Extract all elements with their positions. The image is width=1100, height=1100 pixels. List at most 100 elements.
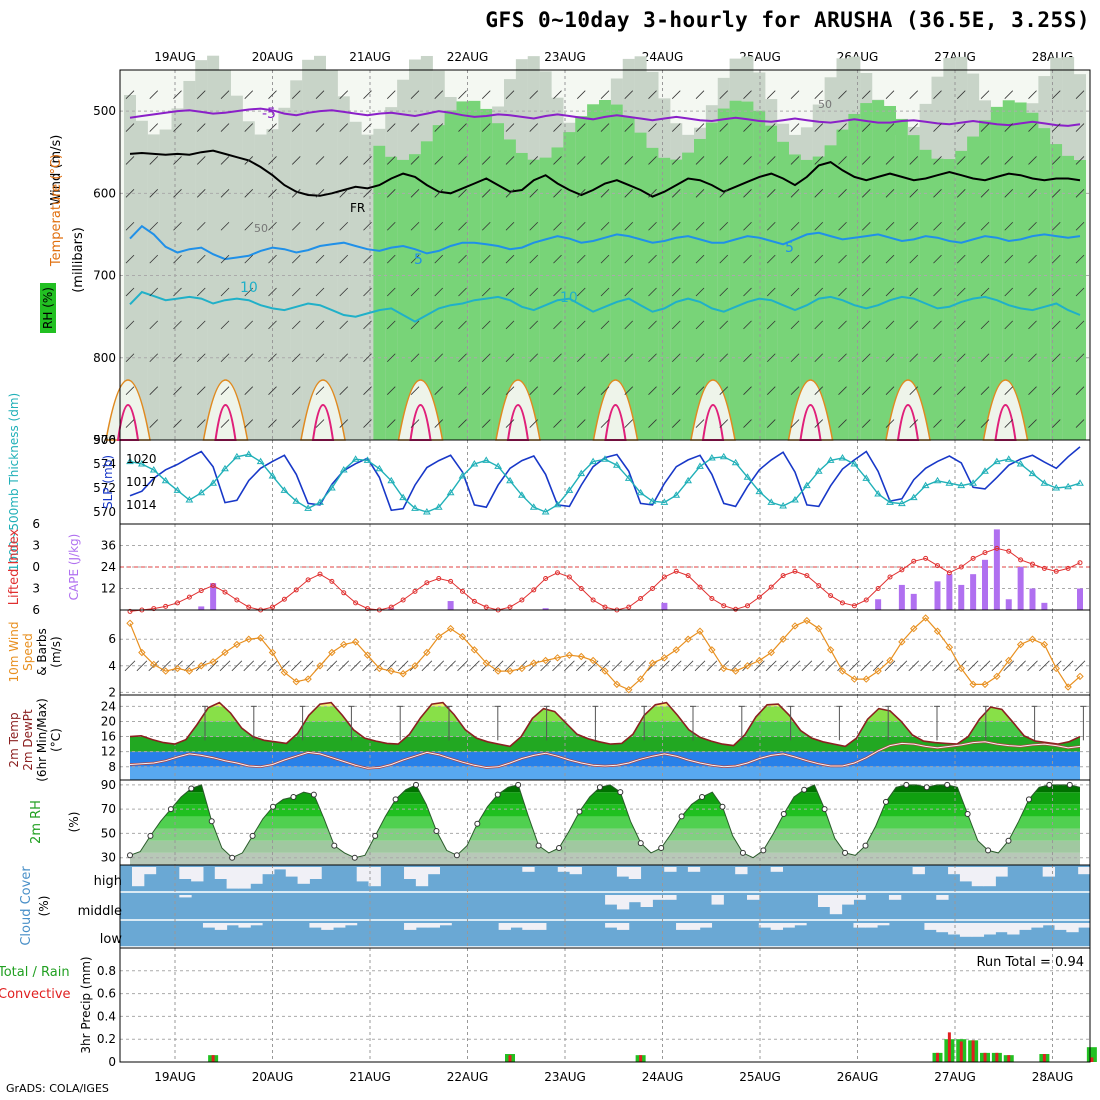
cape-bar xyxy=(1041,602,1048,610)
wind-barb xyxy=(244,254,254,264)
isotherm-label: 10 xyxy=(240,280,258,296)
lifted-index-marker xyxy=(851,603,857,609)
cloud-bar xyxy=(226,923,239,926)
cloud-bar xyxy=(1078,923,1091,928)
thickness-marker xyxy=(814,467,823,474)
wind-speed-marker xyxy=(340,640,348,649)
wind-barb xyxy=(481,123,491,132)
cloud-ylabel: Cloud Cover xyxy=(19,866,34,946)
wind-barb xyxy=(743,386,752,395)
lifted-index-marker xyxy=(1041,565,1047,571)
cloud-bar xyxy=(191,867,204,882)
wind-barb xyxy=(386,254,396,264)
lifted-index-line xyxy=(129,547,1081,612)
wind-barb xyxy=(553,221,562,231)
wind-speed-marker xyxy=(173,664,182,673)
rh-legend-swatch xyxy=(40,283,56,333)
slp-ylabel: SLP (mb) xyxy=(101,455,115,509)
cloud-bar xyxy=(948,867,961,875)
wind-barb xyxy=(909,419,919,428)
isotherm-line xyxy=(129,290,1081,323)
temp-band xyxy=(130,751,1080,767)
wind-speed-marker xyxy=(399,670,407,678)
lifted-index-marker xyxy=(958,564,964,570)
wind-barb xyxy=(220,189,230,198)
wind-barb xyxy=(149,287,159,297)
rh-marker xyxy=(433,828,440,834)
wind-barb xyxy=(896,660,908,672)
wind-barb xyxy=(434,320,444,330)
rh-band xyxy=(130,852,1080,865)
rh-band xyxy=(130,840,1080,853)
wind-barb xyxy=(600,123,610,132)
rh-shade xyxy=(159,129,172,440)
wind-speed-marker xyxy=(1052,664,1060,673)
cloud-bar xyxy=(333,923,346,928)
rh-shade xyxy=(990,106,1003,441)
rh-shade xyxy=(480,108,493,440)
wind-speed-marker xyxy=(791,622,799,630)
cloud-bar xyxy=(664,895,677,900)
rh-marker xyxy=(392,796,399,803)
wind-barb xyxy=(410,123,420,132)
wind-barb xyxy=(529,419,539,428)
cloud-bar xyxy=(770,867,783,872)
wind-barb xyxy=(196,353,206,363)
wind-barb xyxy=(397,660,409,672)
lifted-index-marker xyxy=(293,587,299,593)
wind-barb xyxy=(268,386,277,395)
wind-barb xyxy=(458,287,467,297)
wind-barb xyxy=(885,254,895,264)
wind-barb xyxy=(648,189,657,198)
wind-speed-marker xyxy=(482,659,490,667)
lifted-index-marker xyxy=(982,550,988,556)
rh-marker xyxy=(147,832,154,839)
dewpoint-line-inner xyxy=(129,741,1081,769)
rh-shade xyxy=(777,141,790,441)
wind-barb xyxy=(220,419,230,428)
wind-barb xyxy=(624,254,634,264)
day-label-bottom: 22AUG xyxy=(447,1070,489,1084)
wind-barb xyxy=(553,254,562,264)
lifted-index-marker xyxy=(804,573,810,579)
lifted-index-marker xyxy=(792,568,798,574)
surface-isotherm xyxy=(397,379,444,441)
wind-speed-marker xyxy=(1028,635,1037,643)
wind-barb xyxy=(838,320,847,330)
thickness-marker xyxy=(470,460,479,467)
wind-barb xyxy=(1075,221,1085,231)
surface-isotherm xyxy=(592,379,639,441)
wind-barb xyxy=(766,320,776,330)
wind-barb xyxy=(576,320,586,330)
wind-barb xyxy=(695,254,705,264)
wind-barb xyxy=(173,221,182,231)
wind-barb xyxy=(481,353,491,363)
wind-barb xyxy=(434,90,444,99)
cloud-bar xyxy=(948,923,961,935)
wind-barb xyxy=(766,386,776,395)
temp-band xyxy=(130,721,1080,737)
wind-barb xyxy=(504,660,516,672)
wind-barb xyxy=(659,660,670,672)
cloud-bar xyxy=(214,867,228,879)
cape-bar xyxy=(875,599,882,610)
wind-barb xyxy=(315,419,325,428)
thickness-tick-label: 570 xyxy=(93,505,116,519)
wind-barb xyxy=(861,189,871,198)
wind-barb xyxy=(1004,353,1014,363)
rh-shade xyxy=(385,156,398,440)
wind-barb xyxy=(766,123,776,132)
wind-barb xyxy=(814,156,824,165)
rh-shade xyxy=(1074,159,1086,440)
wind-barb xyxy=(1028,353,1037,363)
wind-barb xyxy=(1074,660,1086,672)
wind-barb xyxy=(790,156,800,165)
day-label-bottom: 20AUG xyxy=(252,1070,294,1084)
wind-barb xyxy=(861,320,871,330)
wind-barb xyxy=(933,353,942,363)
cloud-bar xyxy=(983,867,996,887)
wind-speed-marker xyxy=(1064,683,1072,691)
wind-barb xyxy=(244,123,254,132)
lifted-index-marker xyxy=(590,597,596,603)
wind-barb xyxy=(553,320,562,330)
